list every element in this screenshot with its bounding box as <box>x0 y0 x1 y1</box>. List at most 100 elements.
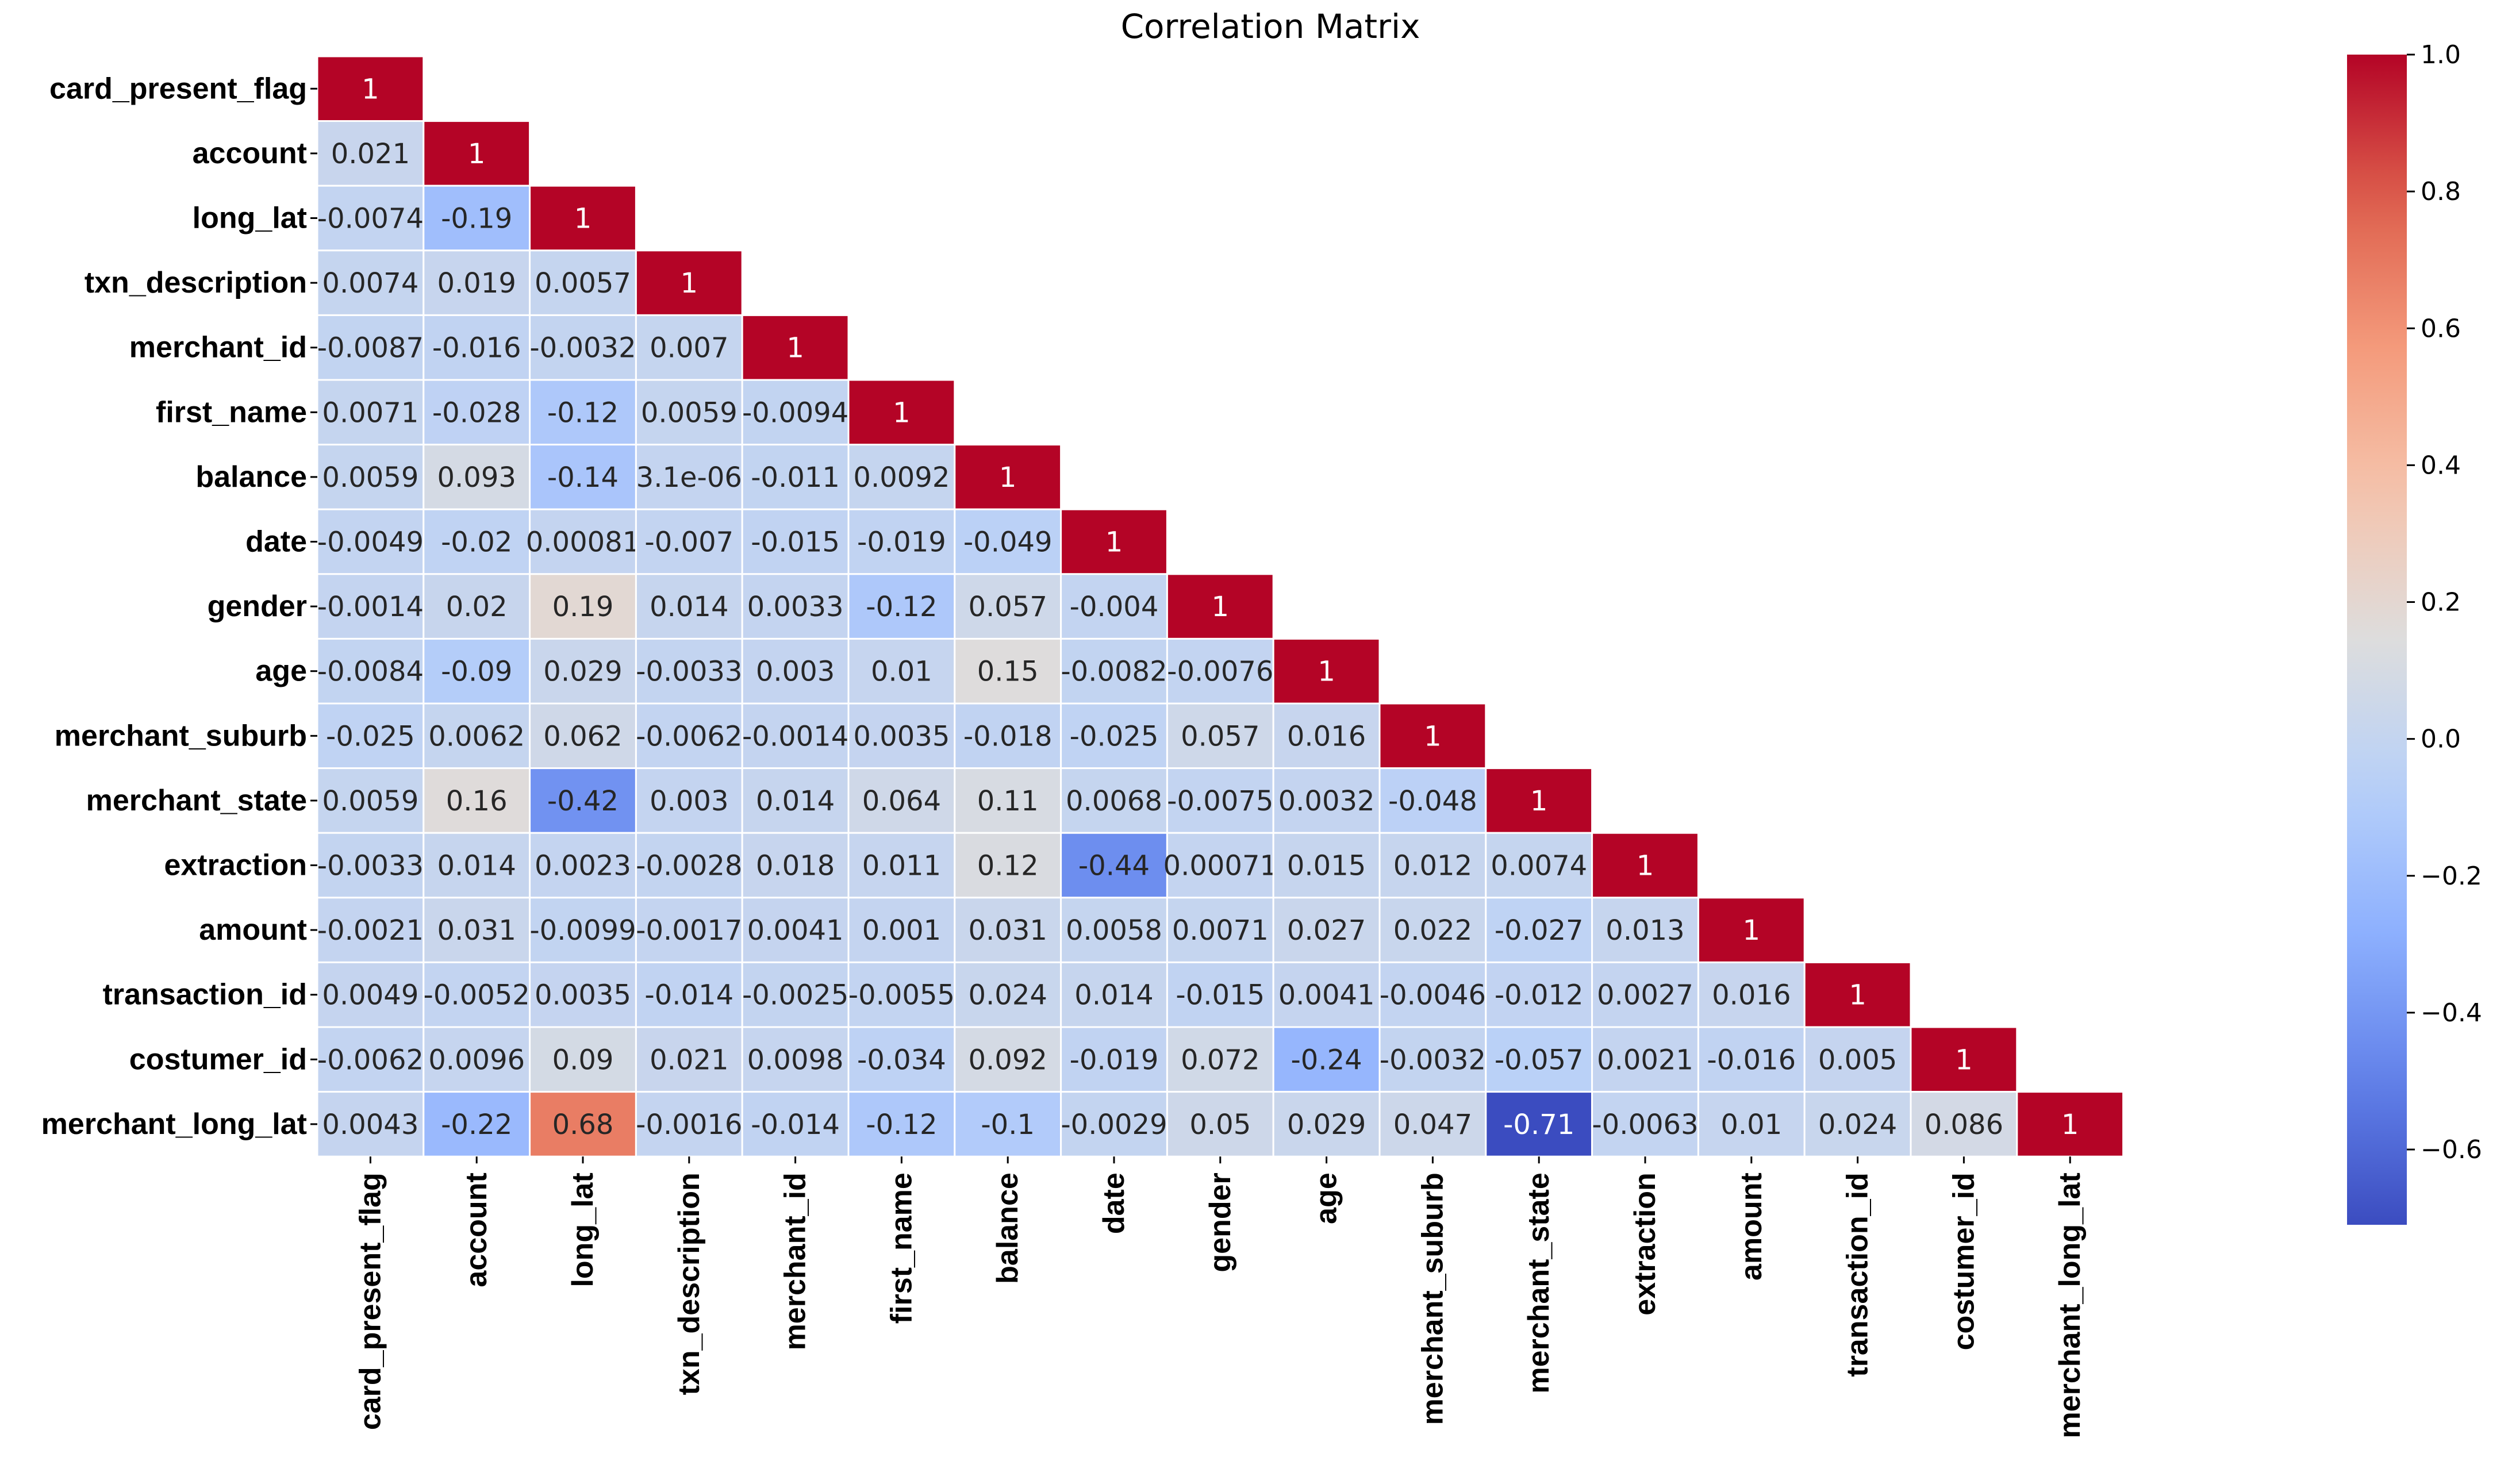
cell-value-label: -0.12 <box>866 591 937 623</box>
cell-value-label: 1 <box>999 462 1017 494</box>
heatmap-cell <box>1166 702 1274 770</box>
cell-value-label: -0.14 <box>547 462 619 494</box>
heatmap-cell <box>847 897 956 963</box>
heatmap-cell <box>423 444 531 510</box>
heatmap-cell <box>1272 1091 1381 1158</box>
heatmap-cell <box>1378 897 1487 963</box>
cell-value-label: 0.01 <box>871 656 932 688</box>
heatmap-cell <box>1060 637 1168 705</box>
cell-value-label: -0.025 <box>1070 720 1159 752</box>
cell-value-label: 0.014 <box>650 591 728 623</box>
cell-value-label: -0.057 <box>1495 1044 1584 1076</box>
cell-value-label: -0.0025 <box>742 979 848 1012</box>
cell-value-label: -0.019 <box>857 526 946 559</box>
heatmap-cell <box>847 573 956 640</box>
cell-value-label: 0.013 <box>1606 914 1684 947</box>
cell-value-label: -0.12 <box>547 397 619 429</box>
heatmap-cell <box>847 637 956 705</box>
heatmap-cell <box>423 1091 531 1158</box>
cell-value-label: -0.0052 <box>424 979 530 1012</box>
cell-value-label: -0.028 <box>432 397 521 429</box>
column-label: merchant_id <box>779 1172 812 1350</box>
cell-value-label: 1 <box>574 203 592 235</box>
cell-value-label: 0.016 <box>1712 979 1791 1012</box>
heatmap-cell <box>1910 1026 2018 1093</box>
heatmap-cell <box>316 767 425 834</box>
heatmap-cell <box>529 508 637 575</box>
cell-value-label: 0.0059 <box>322 462 418 494</box>
heatmap-cell <box>529 832 637 899</box>
cell-value-label: -0.015 <box>751 526 840 559</box>
row-label: merchant_id <box>129 331 307 364</box>
column-label: extraction <box>1629 1172 1662 1316</box>
cell-value-label: 0.031 <box>968 914 1047 947</box>
colorbar: 1.0 0.8 0.6 0.4 0.2 0.0 −0.2 −0.4 −0.6 <box>2347 40 2482 1225</box>
cell-value-label: -0.0074 <box>317 203 424 235</box>
cell-value-label: 1 <box>1849 979 1866 1012</box>
cell-value-label: 1 <box>1318 656 1335 688</box>
row-label: card_present_flag <box>49 72 307 105</box>
heatmap-cell <box>954 832 1062 899</box>
cell-value-label: 0.0068 <box>1066 785 1162 817</box>
cell-value-label: 0.0023 <box>535 850 631 882</box>
row-label: long_lat <box>193 202 307 235</box>
heatmap-cell <box>741 637 850 705</box>
cell-value-label: 0.003 <box>756 656 835 688</box>
column-label: gender <box>1204 1172 1237 1272</box>
heatmap-cell <box>741 961 850 1028</box>
cell-value-label: 0.014 <box>1074 979 1153 1012</box>
colorbar-tick-label: −0.6 <box>2421 1135 2482 1164</box>
cell-value-label: 0.003 <box>650 785 728 817</box>
cell-value-label: 1 <box>2061 1109 2079 1141</box>
column-label: amount <box>1735 1172 1768 1281</box>
heatmap-cell <box>316 573 425 640</box>
heatmap-cell <box>1485 767 1593 834</box>
heatmap-cell <box>1060 1026 1168 1093</box>
row-label: gender <box>208 590 307 623</box>
heatmap-cell <box>635 573 743 640</box>
cell-value-label: -0.0033 <box>317 850 424 882</box>
cell-value-label: -0.016 <box>432 332 521 364</box>
heatmap-cell <box>847 767 956 834</box>
cell-value-label: 0.021 <box>331 138 410 170</box>
heatmap-cell <box>423 249 531 316</box>
heatmap-cell <box>1166 1026 1274 1093</box>
colorbar-tick-label: −0.4 <box>2421 998 2482 1028</box>
cell-value-label: 0.021 <box>650 1044 728 1076</box>
colorbar-gradient <box>2347 55 2407 1225</box>
cell-value-label: 0.16 <box>446 785 508 817</box>
chart-title: Correlation Matrix <box>1121 7 1420 46</box>
heatmap-cell <box>741 897 850 963</box>
cell-value-label: 1 <box>1105 526 1123 559</box>
cell-value-label: 0.15 <box>977 656 1039 688</box>
cell-value-label: 0.0041 <box>1278 979 1375 1012</box>
heatmap-cell <box>635 1026 743 1093</box>
cell-value-label: -0.015 <box>1176 979 1265 1012</box>
heatmap-cell <box>847 702 956 770</box>
cell-value-label: 1 <box>1212 591 1230 623</box>
heatmap-cell <box>529 1026 637 1093</box>
cell-value-label: -0.025 <box>326 720 415 752</box>
cell-value-label: -0.12 <box>866 1109 937 1141</box>
cell-value-label: 0.015 <box>1287 850 1366 882</box>
colorbar-tick-label: 1.0 <box>2421 40 2461 70</box>
heatmap-cell <box>1697 897 1806 963</box>
heatmap-cell <box>529 1091 637 1158</box>
heatmap-cell <box>1485 897 1593 963</box>
heatmap-cell <box>1378 767 1487 834</box>
heatmap-cell <box>423 314 531 381</box>
cell-value-label: 0.0098 <box>747 1044 844 1076</box>
colorbar-tick-label: 0.8 <box>2421 177 2461 206</box>
cell-value-label: 3.1e-06 <box>636 462 742 494</box>
cell-value-label: 0.029 <box>543 656 622 688</box>
heatmap-cell <box>316 444 425 510</box>
column-label: transaction_id <box>1841 1172 1875 1377</box>
cell-value-label: -0.0099 <box>529 914 636 947</box>
heatmap-cell <box>635 637 743 705</box>
heatmap-cell <box>1591 1091 1699 1158</box>
cell-value-label: 0.0021 <box>1597 1044 1693 1076</box>
heatmap-cell <box>1272 832 1381 899</box>
row-label: amount <box>199 913 307 947</box>
cell-value-label: -0.0076 <box>1167 656 1273 688</box>
